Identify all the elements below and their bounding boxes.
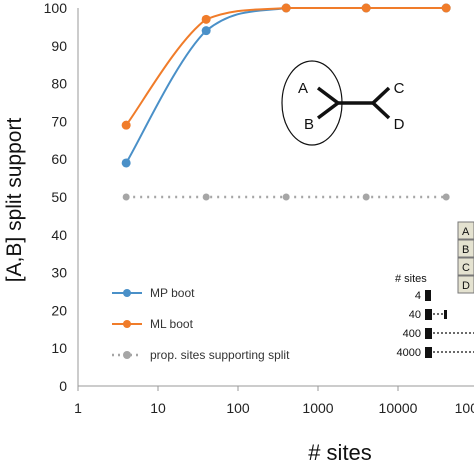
x-tick-label: 100 — [226, 400, 250, 416]
site-block-4000 — [425, 347, 432, 358]
y-tick-label: 50 — [51, 189, 67, 205]
tree-branch-b — [316, 101, 340, 120]
legend-entry-prop-sites: prop. sites supporting split — [112, 348, 290, 362]
legend-marker-mp — [123, 289, 131, 297]
x-tick-label: 100000 — [455, 400, 474, 416]
site-block-40 — [425, 309, 432, 320]
site-block-400 — [425, 328, 432, 339]
data-point-prop-sites — [282, 193, 290, 201]
legend-marker-prop-sites — [123, 351, 131, 359]
y-tick-label: 40 — [51, 227, 67, 243]
sites-row-40: 40 — [409, 309, 421, 321]
alignment-label-c: C — [462, 262, 470, 274]
alignment-row-a — [457, 221, 474, 240]
tree-diagram: A B C D — [281, 60, 405, 146]
leaf-label-d: D — [394, 116, 405, 133]
data-point-prop-sites — [122, 193, 130, 201]
x-tick-label: 10000 — [379, 400, 418, 416]
alignment-row-c — [457, 257, 474, 276]
sites-row-4000: 4000 — [397, 347, 421, 359]
data-point-prop-sites — [442, 193, 450, 201]
sites-row-4: 4 — [415, 290, 421, 302]
y-tick-label: 70 — [51, 113, 67, 129]
legend-marker-ml — [123, 320, 131, 328]
leaf-label-c: C — [394, 80, 405, 97]
data-point-prop-sites — [202, 193, 210, 201]
data-point-ml — [361, 3, 371, 13]
y-tick-label: 20 — [51, 302, 67, 318]
data-point-mp — [201, 26, 211, 36]
legend-entry-mp: MP boot — [112, 286, 195, 300]
x-tick-label: 1000 — [302, 400, 333, 416]
alignment-label-a: A — [462, 226, 470, 238]
legend: MP boot ML boot prop. sites supporting s… — [112, 286, 290, 362]
tree-branch-d — [371, 101, 391, 120]
x-tick-labels: 1 10 100 1000 10000 100000 — [74, 386, 474, 416]
x-tick-label: 1 — [74, 400, 82, 416]
x-tick-label: 10 — [150, 400, 166, 416]
alignment-label-d: D — [462, 280, 470, 292]
sites-inset-header: # sites — [395, 273, 427, 285]
y-tick-label: 30 — [51, 265, 67, 281]
site-end-40 — [444, 310, 447, 319]
tree-branch-c — [371, 86, 391, 105]
legend-label-prop-sites: prop. sites supporting split — [150, 348, 290, 362]
data-point-ml — [201, 14, 211, 24]
y-tick-label: 90 — [51, 38, 67, 54]
legend-label-mp: MP boot — [150, 286, 195, 300]
tree-branch-a — [316, 86, 340, 105]
y-tick-label: 60 — [51, 151, 67, 167]
series-line-ml — [125, 6, 447, 126]
alignment-row-b — [457, 239, 474, 258]
y-tick-labels: 0 10 20 30 40 50 60 70 80 90 100 — [44, 0, 68, 394]
series-layer — [121, 3, 451, 201]
legend-label-ml: ML boot — [150, 317, 194, 331]
sites-row-400: 400 — [403, 328, 421, 340]
data-point-ml — [281, 3, 291, 13]
alignment-label-box: A B C D — [457, 221, 474, 294]
sites-inset: # sites 4 40 400 4000 A B C D — [395, 221, 474, 359]
y-tick-label: 10 — [51, 340, 67, 356]
y-tick-label: 80 — [51, 76, 67, 92]
y-tick-label: 100 — [44, 0, 68, 16]
y-tick-label: 0 — [59, 378, 67, 394]
alignment-row-d — [457, 275, 474, 294]
y-axis-title: [A,B] split support — [3, 118, 26, 283]
series-ml — [121, 3, 451, 130]
data-point-mp — [121, 158, 131, 168]
leaf-label-a: A — [298, 80, 308, 97]
series-prop-sites — [122, 193, 450, 201]
leaf-label-b: B — [304, 116, 314, 133]
x-axis-title: # sites — [308, 440, 372, 465]
legend-entry-ml: ML boot — [112, 317, 194, 331]
data-point-ml — [121, 120, 131, 130]
data-point-prop-sites — [362, 193, 370, 201]
site-block-4 — [425, 290, 431, 301]
data-point-ml — [441, 3, 451, 13]
alignment-label-b: B — [462, 244, 469, 256]
